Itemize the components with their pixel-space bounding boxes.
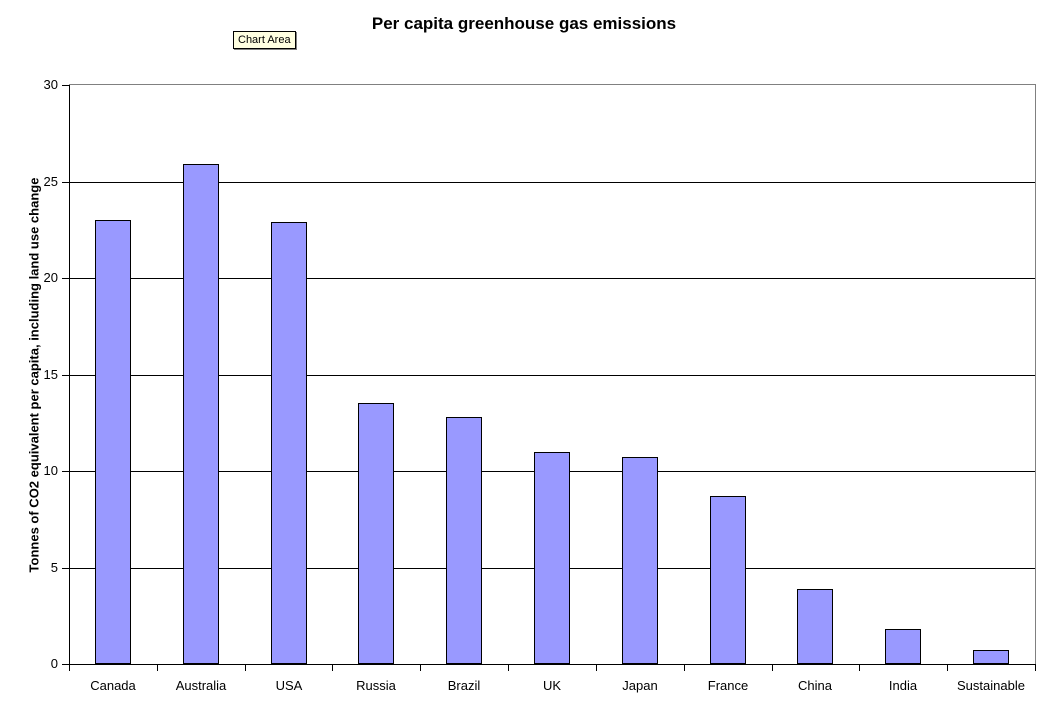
gridline-15	[70, 375, 1035, 376]
x-axis-tick-9	[859, 665, 860, 671]
x-label-japan: Japan	[622, 678, 658, 693]
bar-russia[interactable]	[358, 403, 394, 664]
y-axis-tick-5	[62, 568, 69, 569]
y-tick-label-25: 25	[43, 174, 58, 189]
x-axis-tick-3	[332, 665, 333, 671]
y-tick-label-5: 5	[50, 560, 58, 575]
x-label-india: India	[888, 678, 918, 693]
x-label-usa: USA	[275, 678, 303, 693]
x-axis-tick-1	[157, 665, 158, 671]
y-axis-tick-30	[62, 85, 69, 86]
bar-japan[interactable]	[622, 457, 658, 664]
bar-usa[interactable]	[271, 222, 307, 664]
y-tick-label-15: 15	[43, 367, 58, 382]
y-axis-tick-15	[62, 375, 69, 376]
x-label-brazil: Brazil	[447, 678, 481, 693]
bar-canada[interactable]	[95, 220, 131, 664]
bar-brazil[interactable]	[446, 417, 482, 664]
x-label-uk: UK	[542, 678, 562, 693]
x-label-france: France	[707, 678, 749, 693]
y-axis-tick-25	[62, 182, 69, 183]
bar-india[interactable]	[885, 629, 921, 664]
y-tick-label-0: 0	[50, 656, 58, 671]
y-axis-line	[69, 85, 70, 665]
y-axis-tick-0	[62, 664, 69, 665]
chart-area-tooltip: Chart Area	[233, 31, 296, 49]
plot-border-right	[1035, 84, 1036, 665]
x-label-australia: Australia	[175, 678, 227, 693]
gridline-20	[70, 278, 1035, 279]
x-axis-tick-0	[69, 665, 70, 671]
x-axis-tick-5	[508, 665, 509, 671]
y-axis-tick-20	[62, 278, 69, 279]
bar-france[interactable]	[710, 496, 746, 664]
bar-china[interactable]	[797, 589, 833, 664]
x-axis-tick-10	[947, 665, 948, 671]
x-axis-tick-6	[596, 665, 597, 671]
bar-uk[interactable]	[534, 452, 570, 664]
y-axis-tick-10	[62, 471, 69, 472]
x-axis-line	[69, 664, 1036, 665]
y-tick-label-10: 10	[43, 463, 58, 478]
y-tick-label-30: 30	[43, 77, 58, 92]
x-axis-tick-7	[684, 665, 685, 671]
x-axis-tick-11	[1035, 665, 1036, 671]
x-label-china: China	[798, 678, 832, 693]
x-label-sustainable: Sustainable	[957, 678, 1025, 693]
bar-australia[interactable]	[183, 164, 219, 664]
bar-sustainable[interactable]	[973, 650, 1009, 664]
plot-border-top	[69, 84, 1036, 85]
x-label-russia: Russia	[356, 678, 396, 693]
x-axis-tick-8	[772, 665, 773, 671]
x-axis-tick-4	[420, 665, 421, 671]
chart-title: Per capita greenhouse gas emissions	[371, 14, 677, 33]
x-label-canada: Canada	[90, 678, 136, 693]
gridline-25	[70, 182, 1035, 183]
x-axis-tick-2	[245, 665, 246, 671]
y-tick-label-20: 20	[43, 270, 58, 285]
